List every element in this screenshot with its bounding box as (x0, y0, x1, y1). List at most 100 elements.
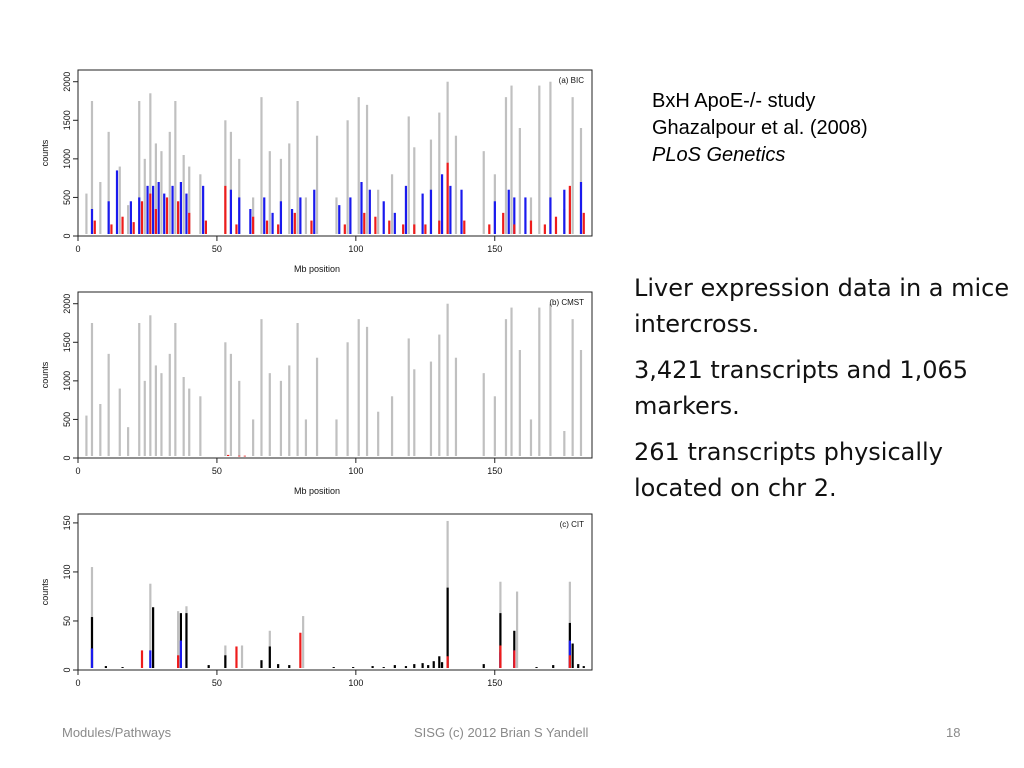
bar-gray (182, 377, 185, 456)
plot-frame (77, 69, 593, 237)
bar-blue (290, 209, 294, 234)
bar-blue (549, 197, 552, 234)
bar-gray (229, 131, 233, 234)
bar-black (427, 665, 430, 668)
bar-red (413, 224, 416, 234)
bar-black (179, 613, 182, 668)
bar-red (343, 224, 346, 234)
bar-black (121, 667, 124, 668)
bar-blue (313, 189, 316, 234)
y-axis-label: counts (40, 361, 50, 388)
bar-red (488, 224, 491, 234)
bar-blue (129, 201, 132, 234)
bar-gray (296, 323, 299, 456)
x-tick-label: 150 (487, 466, 502, 476)
bar-red (310, 220, 313, 234)
bar-red (293, 212, 296, 234)
slide-number: 18 (946, 725, 961, 740)
journal-name: PLoS Genetics (652, 144, 786, 166)
description-block: Liver expression data in a mice intercro… (634, 270, 1014, 516)
bar-blue (163, 193, 166, 234)
bar-red (238, 455, 241, 457)
citation-authors: Ghazalpour et al. (2008) (652, 117, 868, 139)
chart-cit: 0 50 100 150 0 50 100 150 counts (c) CIT (40, 513, 593, 688)
bar-gray (118, 166, 121, 234)
bar-gray (518, 128, 521, 234)
bar-blue (238, 197, 241, 234)
bar-gray (199, 396, 202, 456)
bar-red (554, 216, 558, 234)
bar-gray (390, 174, 394, 234)
bar-blue (90, 209, 94, 234)
bar-gray (224, 342, 227, 456)
bar-gray (238, 380, 241, 456)
bar-gray (260, 97, 263, 234)
bar-red (177, 201, 180, 234)
bar-gray (446, 81, 449, 234)
bar-blue (229, 189, 233, 234)
footer-left: Modules/Pathways (62, 725, 172, 740)
bar-gray (199, 174, 202, 234)
bar-gray (279, 380, 283, 456)
bar-gray (446, 303, 449, 456)
bar-gray (188, 388, 191, 456)
bar-gray (118, 388, 121, 456)
panel-label: (a) BIC (559, 76, 585, 85)
bar-blue (146, 185, 149, 234)
bar-red (424, 224, 427, 234)
bar-black (277, 664, 280, 668)
y-axis-label: counts (40, 139, 50, 166)
y-tick-label: 2000 (62, 72, 72, 92)
bar-black (152, 607, 155, 668)
bar-gray (454, 357, 458, 456)
bar-gray (346, 120, 349, 234)
bar-gray (154, 143, 157, 234)
x-axis-label: Mb position (294, 264, 340, 274)
bar-black (185, 613, 188, 668)
bar-gray (335, 419, 338, 456)
y-tick-label: 2000 (62, 294, 72, 314)
bar-gray (174, 323, 177, 456)
bar-gray (99, 182, 102, 234)
x-tick-label: 0 (75, 466, 80, 476)
bar-gray (174, 101, 177, 234)
bar-gray (407, 338, 410, 456)
bar-blue (421, 193, 424, 234)
panel-label: (c) CIT (560, 520, 585, 529)
bar-gray (127, 205, 130, 234)
plot-frame (77, 513, 593, 671)
bar-red (402, 224, 405, 234)
bar-black (393, 665, 396, 668)
bar-black (577, 664, 580, 668)
bar-gray (149, 93, 152, 235)
bar-gray (563, 431, 566, 456)
bar-gray (429, 139, 433, 234)
bar-blue (149, 650, 152, 668)
bar-gray (357, 97, 360, 234)
description-para-1: Liver expression data in a mice intercro… (634, 274, 1010, 338)
bar-blue (368, 189, 371, 234)
bar-gray (288, 143, 291, 234)
bar-black (582, 666, 585, 668)
x-tick-label: 100 (348, 678, 363, 688)
x-tick-label: 0 (75, 244, 80, 254)
bar-black (438, 656, 441, 668)
bar-red (235, 224, 238, 234)
panel-label: (b) CMST (549, 298, 584, 307)
bar-blue (152, 185, 155, 234)
bar-gray (160, 151, 163, 234)
bar-gray (143, 158, 146, 234)
bar-blue (179, 182, 182, 234)
bar-red (388, 220, 391, 234)
bar-red (582, 212, 585, 234)
x-tick-label: 150 (487, 244, 502, 254)
bar-black (352, 667, 355, 668)
bar-red (568, 185, 571, 234)
bar-blue (299, 197, 302, 234)
bar-gray (149, 315, 152, 456)
bar-gray (279, 158, 283, 234)
bar-black (552, 665, 555, 668)
x-tick-label: 50 (212, 466, 222, 476)
bar-gray (493, 396, 496, 456)
bar-red (154, 209, 157, 234)
